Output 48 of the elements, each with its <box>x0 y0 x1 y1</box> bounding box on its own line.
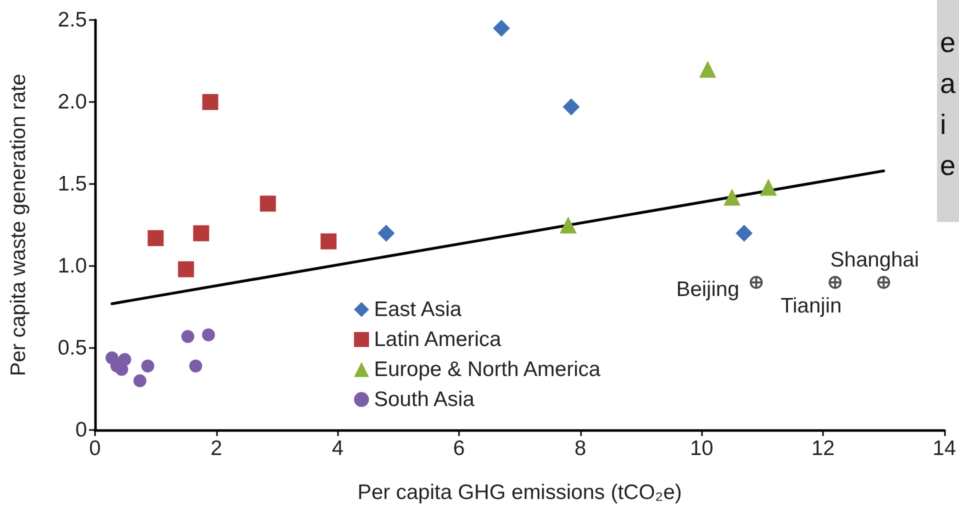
x-tick-label: 8 <box>574 437 586 460</box>
y-axis-title: Per capita waste generation rate <box>7 74 30 376</box>
point <box>202 328 215 342</box>
point <box>133 374 146 388</box>
x-tick-label: 6 <box>453 437 465 460</box>
annotation: i <box>940 109 946 141</box>
x-tick-label: 4 <box>332 437 344 460</box>
x-tick-label: 12 <box>811 437 835 460</box>
point <box>193 225 210 242</box>
y-tick-label: 2.5 <box>58 8 87 32</box>
point <box>189 360 202 373</box>
y-tick-label: 0 <box>75 418 87 442</box>
legend-label: South Asia <box>374 388 475 411</box>
legend-label: Latin America <box>374 328 502 351</box>
point <box>320 233 337 250</box>
y-tick-label: 2.0 <box>58 90 87 114</box>
legend-label: Europe & North America <box>374 358 601 381</box>
point <box>492 20 510 37</box>
point <box>723 188 740 206</box>
annotation: Tianjin <box>780 294 842 318</box>
point <box>877 276 890 289</box>
x-tick-label: 14 <box>932 437 956 460</box>
point <box>378 224 395 242</box>
y-tick-label: 1.0 <box>58 254 87 278</box>
point <box>736 224 753 242</box>
legend-label: East Asia <box>374 298 462 321</box>
annotation: e <box>940 27 956 59</box>
point <box>202 94 218 110</box>
point <box>828 276 842 289</box>
point <box>699 60 716 78</box>
annotation: e <box>940 150 956 182</box>
point <box>148 230 164 246</box>
point <box>562 98 580 116</box>
x-axis-title: Per capita GHG emissions (tCO₂e) <box>357 481 682 504</box>
point <box>760 178 777 196</box>
point <box>141 360 154 373</box>
point <box>560 216 577 234</box>
point <box>260 196 276 212</box>
x-tick-label: 10 <box>690 437 714 460</box>
x-tick-label: 2 <box>210 437 222 460</box>
y-tick-label: 0.5 <box>58 336 87 360</box>
x-tick-label: 0 <box>89 437 101 460</box>
y-tick-label: 1.5 <box>58 172 87 196</box>
annotation: Shanghai <box>830 248 920 272</box>
point <box>178 261 194 278</box>
annotation: Beijing <box>676 278 740 301</box>
point <box>181 330 194 344</box>
annotation: a <box>940 68 956 100</box>
